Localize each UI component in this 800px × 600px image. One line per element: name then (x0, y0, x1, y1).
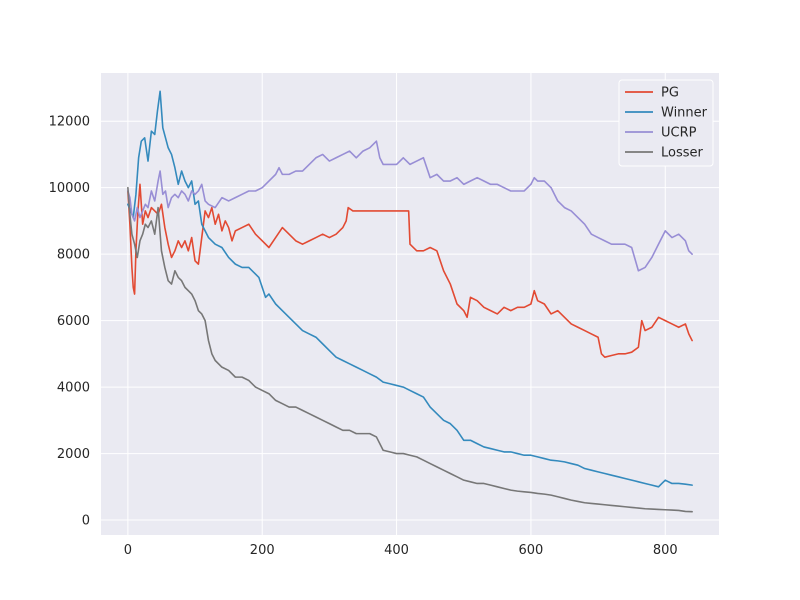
y-axis: 0 2000 4000 6000 8000 10000 12000 (49, 115, 90, 529)
y-tick-label: 12000 (49, 115, 90, 130)
legend-label-ucrp: UCRP (661, 126, 697, 141)
x-axis: 0 200 400 600 800 (124, 543, 678, 558)
legend-label-losser: Losser (661, 146, 704, 161)
x-tick-label: 0 (124, 543, 132, 558)
series-layer (127, 90, 693, 513)
legend: PG Winner UCRP Losser (618, 79, 714, 167)
x-tick-label: 400 (384, 543, 409, 558)
legend-box (618, 79, 714, 167)
y-tick-label: 10000 (49, 181, 90, 196)
series-line-winner (127, 90, 693, 488)
x-tick-label: 200 (250, 543, 275, 558)
series-line-pg (127, 183, 693, 358)
y-tick-label: 2000 (57, 447, 90, 462)
plot-area (101, 73, 719, 535)
y-tick-label: 4000 (57, 381, 90, 396)
y-tick-label: 8000 (57, 248, 90, 263)
legend-label-pg: PG (661, 86, 679, 101)
series-line-ucrp (127, 140, 693, 272)
x-tick-label: 800 (653, 543, 678, 558)
grid (101, 73, 719, 535)
series-line-losser (127, 186, 693, 513)
legend-label-winner: Winner (661, 106, 708, 121)
x-tick-label: 600 (518, 543, 543, 558)
y-tick-label: 0 (82, 514, 90, 529)
y-tick-label: 6000 (57, 314, 90, 329)
